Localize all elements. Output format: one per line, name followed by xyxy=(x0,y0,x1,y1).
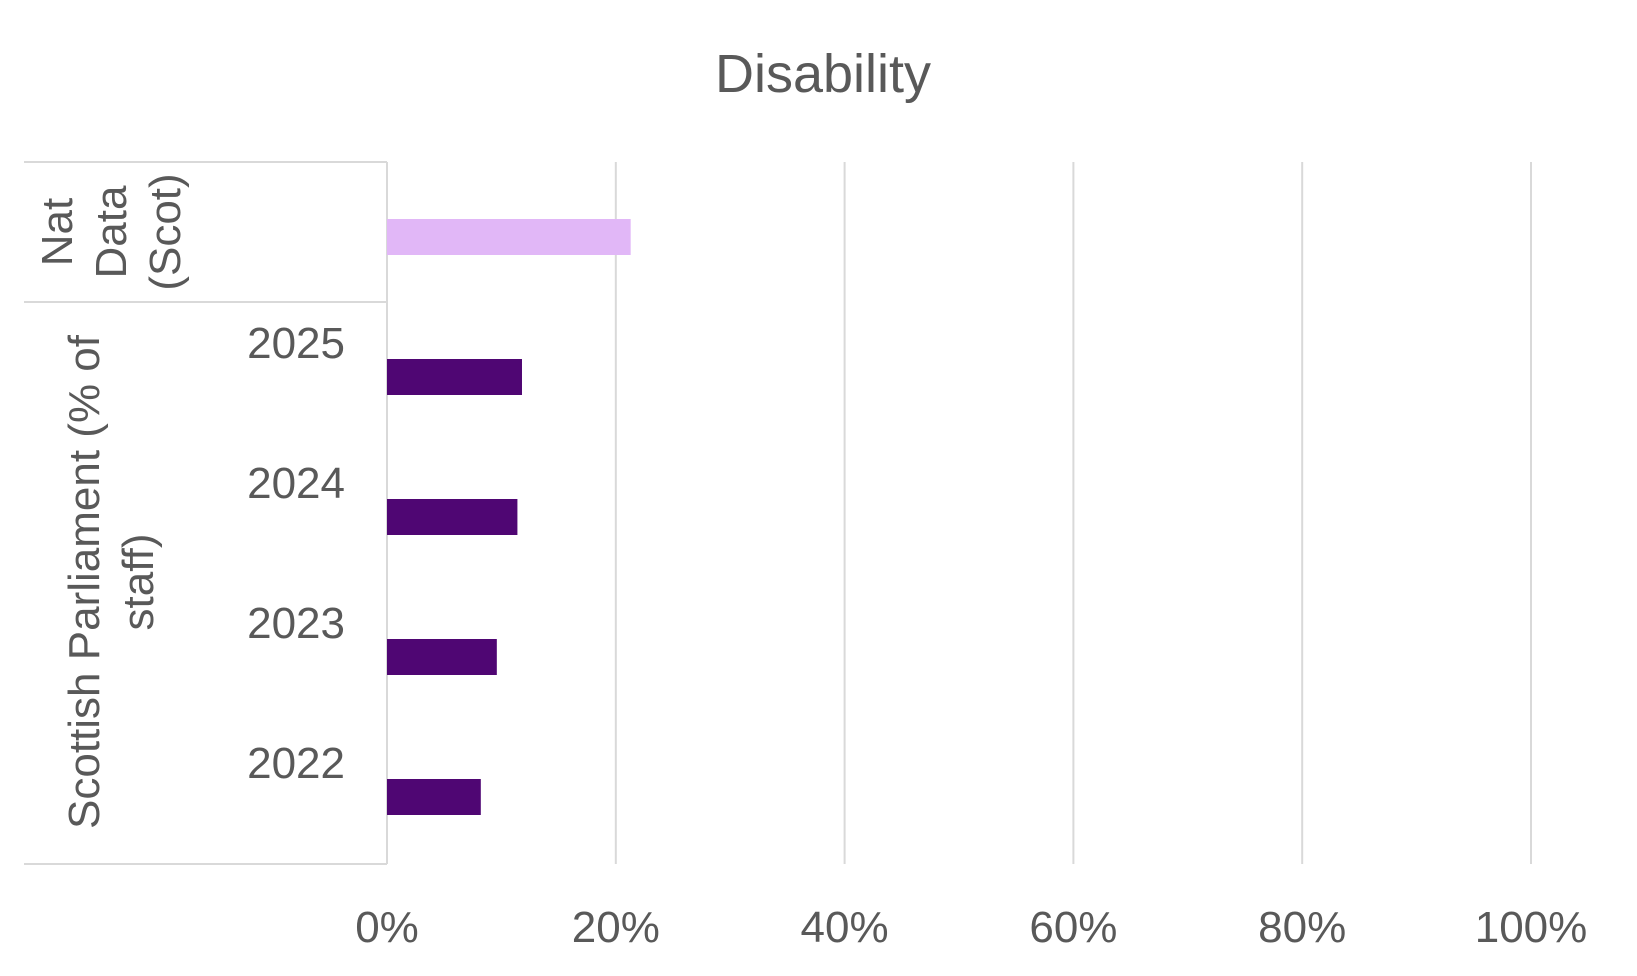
bar xyxy=(387,219,631,255)
category-label: 2025 xyxy=(247,319,345,368)
x-tick-label: 60% xyxy=(1029,903,1117,952)
chart-title: Disability xyxy=(715,44,931,104)
bar xyxy=(387,639,497,675)
x-tick-label: 100% xyxy=(1475,903,1588,952)
bar xyxy=(387,499,518,535)
group-label: Nat Data (Scot) xyxy=(33,173,190,290)
group-label-line: (Scot) xyxy=(141,173,190,290)
x-tick-label: 0% xyxy=(355,903,419,952)
category-label: 2023 xyxy=(247,599,345,648)
group-label-line: Data xyxy=(87,185,136,278)
x-tick-label: 80% xyxy=(1258,903,1346,952)
x-tick-label: 40% xyxy=(801,903,889,952)
category-label: 2022 xyxy=(247,739,345,788)
bars xyxy=(387,219,631,815)
group-label-line: Scottish Parliament (% of xyxy=(60,334,109,829)
group-label: Scottish Parliament (% of staff) xyxy=(60,334,163,829)
group-labels: Nat Data (Scot) Scottish Parliament (% of st… xyxy=(33,173,190,829)
group-label-line: staff) xyxy=(114,533,163,630)
group-label-line: Nat xyxy=(33,198,82,266)
category-label: 2024 xyxy=(247,459,345,508)
gridlines xyxy=(614,162,1532,864)
bar xyxy=(387,779,481,815)
x-axis-tick-labels: 0% 20% 40% 60% 80% 100% xyxy=(355,903,1587,952)
x-tick-label: 20% xyxy=(572,903,660,952)
bar xyxy=(387,359,522,395)
category-labels: 2025 2024 2023 2022 xyxy=(247,319,345,788)
